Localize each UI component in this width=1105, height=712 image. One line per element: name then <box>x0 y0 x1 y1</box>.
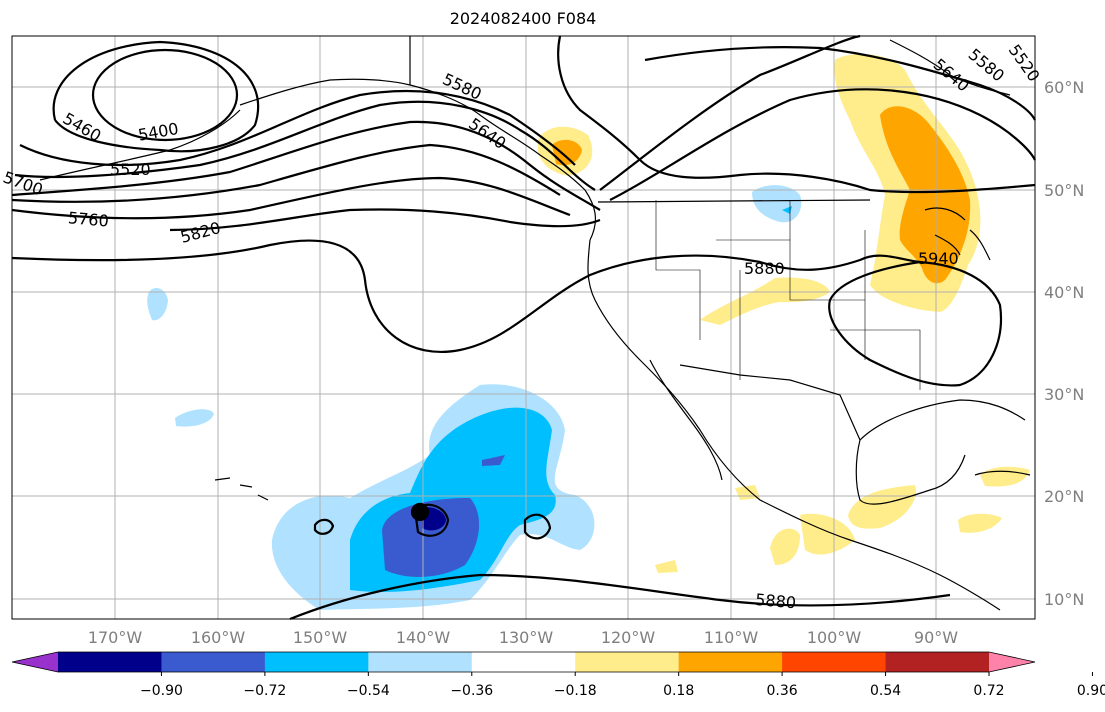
colorbar-segment <box>471 652 576 672</box>
contour-5880-main <box>11 239 921 353</box>
grid-lines <box>12 36 1035 619</box>
lon-label-90w: 90°W <box>914 628 958 647</box>
colorbar-tick-label: −0.36 <box>450 683 493 699</box>
colorbar-tick-label: 0.36 <box>767 683 798 699</box>
hawaii-islands <box>214 477 269 501</box>
map-frame <box>11 35 1036 620</box>
contour-label-5940: 5940 <box>918 249 959 268</box>
colorbar-extend-high <box>989 652 1035 672</box>
colorbar-tick-label: −0.18 <box>554 683 597 699</box>
lon-label-160w: 160°W <box>191 628 246 647</box>
contour-5400-low <box>91 48 239 142</box>
colorbar-segment <box>885 652 990 672</box>
contour-5640 <box>11 120 601 211</box>
contour-5580 <box>14 100 596 191</box>
contour-canada-3 <box>599 34 861 191</box>
lon-label-170w: 170°W <box>88 628 143 647</box>
lat-label-10: 10°N <box>1044 590 1084 609</box>
colorbar-tick-label: 0.90 <box>1077 683 1105 699</box>
contour-5520 <box>19 90 576 167</box>
negative-shading <box>147 185 802 610</box>
yellow-mexico-2 <box>800 513 855 555</box>
us-mexico-border <box>679 364 861 441</box>
alaska-coast <box>239 78 597 241</box>
colorbar-segment <box>575 652 680 672</box>
longitude-labels: 170°W 160°W 150°W 140°W 130°W 120°W 110°… <box>88 628 958 647</box>
contour-5760 <box>11 176 571 220</box>
contour-5460 <box>52 40 260 153</box>
great-lakes <box>924 207 991 261</box>
coastlines <box>39 36 1031 611</box>
contour-canada-4 <box>609 88 1036 201</box>
colorbar-extend-low <box>12 652 58 672</box>
lat-label-60: 60°N <box>1044 78 1084 97</box>
lat-label-40: 40°N <box>1044 283 1084 302</box>
contour-5700 <box>11 143 561 203</box>
contour-ring-cyclone <box>413 503 450 537</box>
contour-canada-1 <box>557 35 1036 194</box>
dark-blue-region <box>382 498 480 577</box>
contour-label-5880-south: 5880 <box>755 590 797 612</box>
colorbar-segment <box>782 652 887 672</box>
lon-label-130w: 130°W <box>499 628 554 647</box>
latitude-labels: 60°N 50°N 40°N 30°N 20°N 10°N <box>1044 78 1084 609</box>
colorbar-segment <box>368 652 473 672</box>
lon-label-140w: 140°W <box>396 628 451 647</box>
cuba <box>974 470 1031 476</box>
lat-label-50: 50°N <box>1044 181 1084 200</box>
colorbar-segment <box>678 652 783 672</box>
lon-label-100w: 100°W <box>807 628 862 647</box>
colorbar-outline <box>11 651 1036 673</box>
contour-label-5880: 5880 <box>744 259 785 278</box>
contour-ring-small-1 <box>313 518 335 535</box>
canada-us-border <box>597 199 871 203</box>
colorbar-segment <box>161 652 266 672</box>
map-title: 2024082400 F084 <box>449 9 597 28</box>
light-blue-hawaii-north <box>175 409 214 427</box>
west-coast-us <box>587 239 1001 611</box>
light-blue-north-pacific <box>147 288 168 321</box>
contour-5880-south <box>289 573 951 621</box>
colorbar-tick-label: 0.54 <box>870 683 901 699</box>
lat-label-30: 30°N <box>1044 385 1084 404</box>
lat-label-20: 20°N <box>1044 487 1084 506</box>
cyclone-center <box>410 502 430 522</box>
contour-label-group: 5400 5460 5520 5580 5640 5700 5760 5820 … <box>1 41 1044 612</box>
contour-label-5760: 5760 <box>67 208 109 230</box>
colorbar-tick-label: 0.72 <box>973 683 1004 699</box>
contour-canada-2 <box>644 46 1036 121</box>
colorbar-segment <box>58 652 162 672</box>
yellow-mexico-small-2 <box>655 560 678 573</box>
blue-spot-small <box>482 455 505 466</box>
colorbar-segment <box>264 652 369 672</box>
contour-5940 <box>828 260 1002 387</box>
yellow-mexico-1 <box>770 528 800 565</box>
orange-region-canada <box>880 106 971 284</box>
contour-5820 <box>169 208 601 232</box>
state-borders <box>655 200 921 390</box>
lon-label-150w: 150°W <box>293 628 348 647</box>
colorbar-tick-label: 0.18 <box>663 683 694 699</box>
colorbar-tick-label: −0.72 <box>243 683 286 699</box>
height-contours <box>11 34 1036 621</box>
yellow-yucatan <box>958 513 1002 533</box>
baja-california <box>649 359 723 481</box>
contour-ring-small-2 <box>523 513 552 540</box>
contour-label-5520: 5520 <box>110 160 151 179</box>
colorbar-tick-label: −0.54 <box>347 683 390 699</box>
blue-spot-montana <box>782 206 792 214</box>
lon-label-110w: 110°W <box>704 628 759 647</box>
lon-label-120w: 120°W <box>601 628 656 647</box>
colorbar: −0.90 −0.72 −0.54 −0.36 −0.18 0.18 0.36 0.54 0.7… <box>11 651 1105 699</box>
yellow-southwest-us <box>700 277 830 325</box>
colorbar-tick-label: −0.90 <box>140 683 183 699</box>
gulf-of-mexico <box>855 399 1026 505</box>
